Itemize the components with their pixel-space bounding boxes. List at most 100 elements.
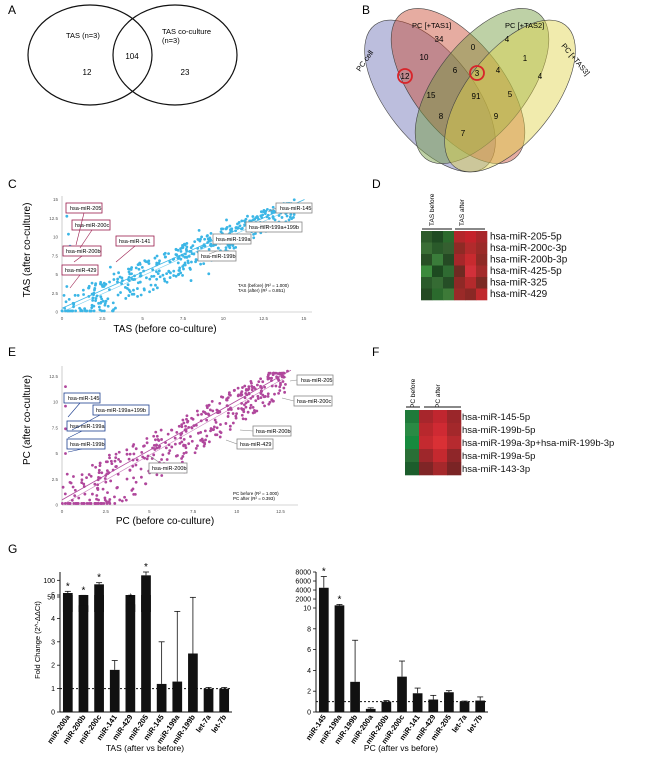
panel-label-a: A xyxy=(8,3,16,17)
venn4-set-pc-tas3 xyxy=(444,19,576,173)
data-point xyxy=(182,444,185,448)
data-point xyxy=(259,392,263,395)
data-point xyxy=(270,376,273,380)
scatter-ylabel: TAS (after co-culture) xyxy=(22,203,33,298)
bar-chart-pc: PC (after vs before) 0 2 4 6 8 10 2000 4000 6000… xyxy=(295,567,488,753)
data-point xyxy=(212,425,216,429)
data-point xyxy=(193,451,197,455)
data-point xyxy=(125,477,129,481)
data-point xyxy=(100,471,104,475)
data-point xyxy=(67,297,71,301)
data-point xyxy=(271,205,275,209)
data-point xyxy=(119,460,122,463)
data-point xyxy=(289,213,293,216)
data-point xyxy=(250,388,254,392)
data-point xyxy=(185,241,189,245)
data-point xyxy=(179,436,183,440)
heatmap-cell xyxy=(476,231,488,243)
data-point xyxy=(244,401,248,405)
data-point xyxy=(173,442,177,446)
data-point xyxy=(209,427,213,430)
data-point xyxy=(124,297,128,300)
data-point xyxy=(270,211,274,215)
bar xyxy=(125,595,136,712)
y-tick-label: 10 xyxy=(53,235,59,240)
data-point xyxy=(108,456,111,460)
heatmap-cell xyxy=(433,449,448,463)
data-point xyxy=(109,459,113,463)
data-point xyxy=(104,282,108,286)
data-point xyxy=(218,410,222,414)
x-tick-label: 7.5 xyxy=(180,316,187,321)
heatmap-row-label: hsa-miR-199a-5p xyxy=(462,451,535,462)
data-point xyxy=(113,495,116,499)
data-point xyxy=(208,408,212,412)
data-point xyxy=(184,252,187,256)
data-point xyxy=(199,438,202,442)
heatmap-col-label: TAS after xyxy=(459,198,466,226)
scatter-legend-entry: TAS (after) (R² = 0.851) xyxy=(238,288,286,293)
data-point xyxy=(88,309,92,313)
data-point xyxy=(207,272,211,276)
data-point xyxy=(125,452,129,456)
data-point xyxy=(251,406,255,409)
data-point xyxy=(94,282,98,286)
data-point xyxy=(85,476,88,480)
data-point xyxy=(93,482,97,486)
data-point xyxy=(194,260,197,264)
bar xyxy=(78,605,89,612)
data-point xyxy=(96,478,100,482)
data-point xyxy=(71,301,75,305)
heatmap-cell xyxy=(465,277,477,289)
data-point xyxy=(150,275,154,278)
data-point xyxy=(74,309,77,313)
data-point xyxy=(261,380,265,384)
data-point xyxy=(95,497,98,501)
data-point xyxy=(116,280,119,284)
callout-label: hsa-miR-205 xyxy=(70,206,101,212)
heatmap-cell xyxy=(454,231,466,243)
data-point xyxy=(183,261,187,265)
data-point xyxy=(65,309,69,313)
data-point xyxy=(87,502,91,505)
data-point xyxy=(60,309,64,313)
data-point xyxy=(154,438,157,442)
data-point xyxy=(247,392,251,396)
data-point xyxy=(203,441,206,445)
data-point xyxy=(89,502,93,505)
data-point xyxy=(199,419,203,423)
x-tick-label: 12.5 xyxy=(276,509,285,514)
data-point xyxy=(240,219,244,223)
significance-star: * xyxy=(338,594,342,605)
data-point xyxy=(164,446,168,450)
bar xyxy=(475,700,486,712)
data-point xyxy=(234,416,238,420)
heatmap-cell xyxy=(443,242,455,255)
data-point xyxy=(270,379,273,383)
data-point xyxy=(163,279,167,283)
data-point xyxy=(136,287,139,290)
data-point xyxy=(246,410,250,414)
data-point xyxy=(200,235,204,239)
data-point xyxy=(82,293,85,296)
data-point xyxy=(235,226,239,230)
data-point xyxy=(215,426,219,430)
venn4-count: 0 xyxy=(471,43,476,52)
data-point xyxy=(175,431,179,434)
data-point xyxy=(188,266,192,270)
data-point xyxy=(138,271,142,275)
venn4-count: 5 xyxy=(508,90,513,99)
x-tick-label: let-7b xyxy=(465,713,484,735)
y-tick-label: 2.5 xyxy=(52,477,59,482)
y-tick-label: 5 xyxy=(51,593,55,600)
data-point xyxy=(282,371,286,375)
data-point xyxy=(132,443,136,446)
data-point xyxy=(152,434,156,438)
data-point xyxy=(65,472,69,476)
venn-circle-tas-coculture xyxy=(112,4,238,106)
data-point xyxy=(106,491,109,495)
data-point xyxy=(82,482,86,486)
x-tick-label: 10 xyxy=(234,509,240,514)
data-point xyxy=(127,270,131,274)
data-point xyxy=(224,246,228,250)
